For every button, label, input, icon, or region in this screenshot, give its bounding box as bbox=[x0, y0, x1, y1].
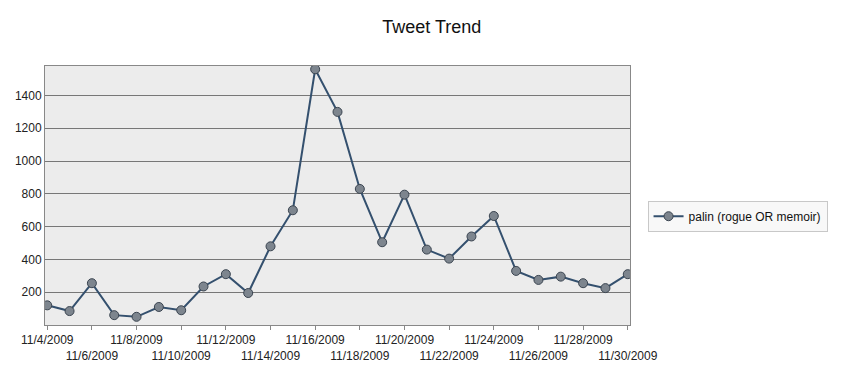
svg-text:11/4/2009: 11/4/2009 bbox=[21, 333, 74, 347]
svg-text:200: 200 bbox=[22, 285, 42, 299]
svg-text:11/10/2009: 11/10/2009 bbox=[152, 349, 211, 363]
svg-text:1400: 1400 bbox=[15, 89, 42, 103]
svg-text:11/20/2009: 11/20/2009 bbox=[375, 333, 434, 347]
svg-text:11/30/2009: 11/30/2009 bbox=[598, 349, 657, 363]
svg-text:600: 600 bbox=[22, 220, 42, 234]
svg-text:Tweet Trend: Tweet Trend bbox=[382, 17, 481, 37]
svg-text:11/8/2009: 11/8/2009 bbox=[110, 333, 163, 347]
svg-text:11/6/2009: 11/6/2009 bbox=[66, 349, 119, 363]
svg-text:11/22/2009: 11/22/2009 bbox=[420, 349, 479, 363]
svg-text:1000: 1000 bbox=[15, 154, 42, 168]
svg-text:11/18/2009: 11/18/2009 bbox=[330, 349, 389, 363]
svg-text:11/16/2009: 11/16/2009 bbox=[286, 333, 345, 347]
svg-text:1200: 1200 bbox=[15, 121, 42, 135]
svg-text:800: 800 bbox=[22, 187, 42, 201]
svg-text:11/26/2009: 11/26/2009 bbox=[509, 349, 568, 363]
svg-text:11/12/2009: 11/12/2009 bbox=[196, 333, 255, 347]
svg-text:11/24/2009: 11/24/2009 bbox=[464, 333, 523, 347]
svg-text:11/14/2009: 11/14/2009 bbox=[241, 349, 300, 363]
svg-text:400: 400 bbox=[22, 253, 42, 267]
svg-text:11/28/2009: 11/28/2009 bbox=[554, 333, 613, 347]
svg-text:palin (rogue OR memoir): palin (rogue OR memoir) bbox=[689, 210, 821, 224]
